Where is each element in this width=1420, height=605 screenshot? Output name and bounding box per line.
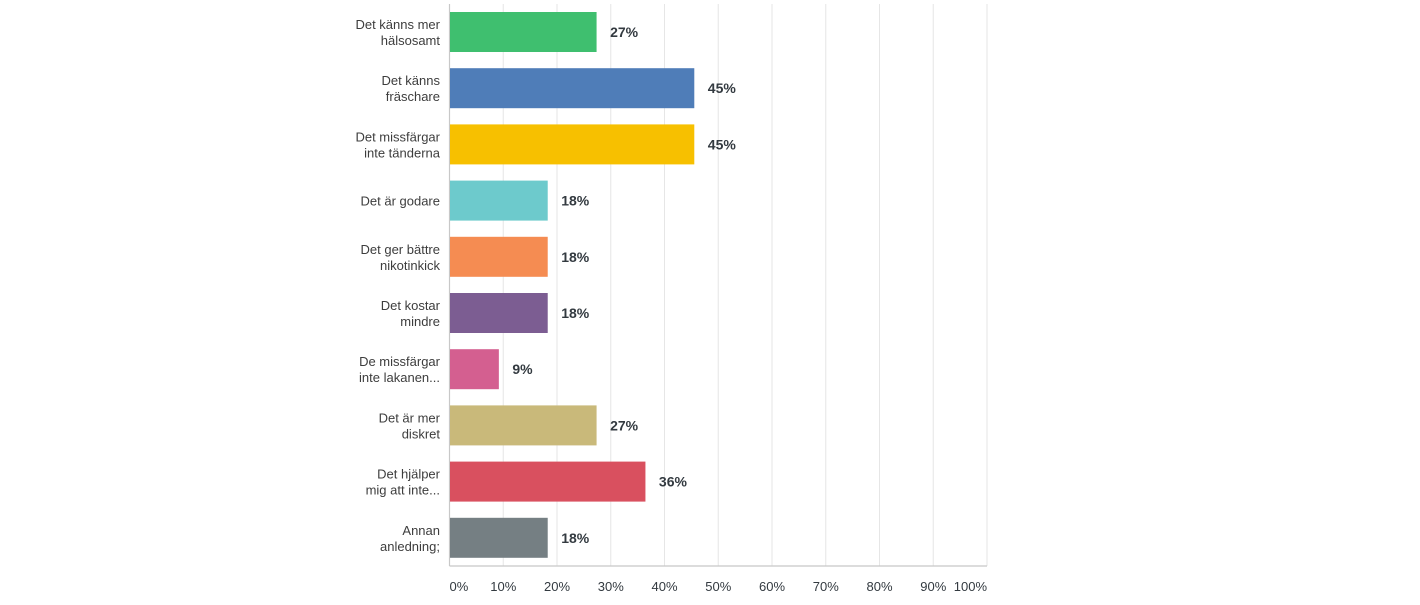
data-label: 45% [708,80,737,96]
category-labels: Det känns mer hälsosamt Det känns fräschare… [355,17,440,554]
x-tick-label: 30% [598,579,624,594]
bar[interactable] [450,517,548,558]
bar[interactable] [450,349,499,390]
x-axis-ticks: 0% 10% 20% 30% 40% 50% 60% 70% 80% 90% 100% [450,579,988,594]
bar[interactable] [450,405,597,446]
data-label: 18% [561,193,590,209]
category-label: Det känns mer hälsosamt [355,17,440,48]
category-label: Det missfärgar inte tänderna [355,129,440,160]
data-label: 18% [561,305,590,321]
data-label: 18% [561,249,590,265]
data-label: 18% [561,530,590,546]
bar[interactable] [450,124,695,165]
bar[interactable] [450,461,646,502]
category-label: Det hjälper mig att inte... [366,467,441,498]
bar[interactable] [450,68,695,109]
data-label: 27% [610,24,639,40]
bars [450,12,695,558]
category-label: Det känns fräschare [381,73,440,104]
data-label: 36% [659,474,688,490]
category-label: De missfärgar inte lakanen... [359,354,441,385]
category-label: Det ger bättre nikotinkick [361,242,441,273]
bar[interactable] [450,236,548,277]
category-label: Det kostar mindre [381,298,441,329]
category-label: Det är godare [361,194,441,209]
x-tick-label: 70% [813,579,839,594]
bar[interactable] [450,293,548,333]
category-label: Annan anledning; [380,523,440,554]
value-labels: 27% 45% 45% 18% 18% 18% 9% 27% 36% 18% [512,24,736,546]
x-tick-label: 60% [759,579,785,594]
data-label: 45% [708,136,737,152]
bar[interactable] [450,180,548,221]
data-label: 27% [610,417,639,433]
data-label: 9% [512,361,533,377]
x-tick-label: 0% [450,579,469,594]
x-tick-label: 10% [490,579,516,594]
x-tick-label: 90% [920,579,946,594]
x-tick-label: 40% [651,579,677,594]
x-tick-label: 50% [705,579,731,594]
category-label: Det är mer diskret [379,410,441,441]
x-tick-label: 100% [954,579,988,594]
x-tick-label: 80% [866,579,892,594]
x-tick-label: 20% [544,579,570,594]
bar[interactable] [450,12,597,52]
